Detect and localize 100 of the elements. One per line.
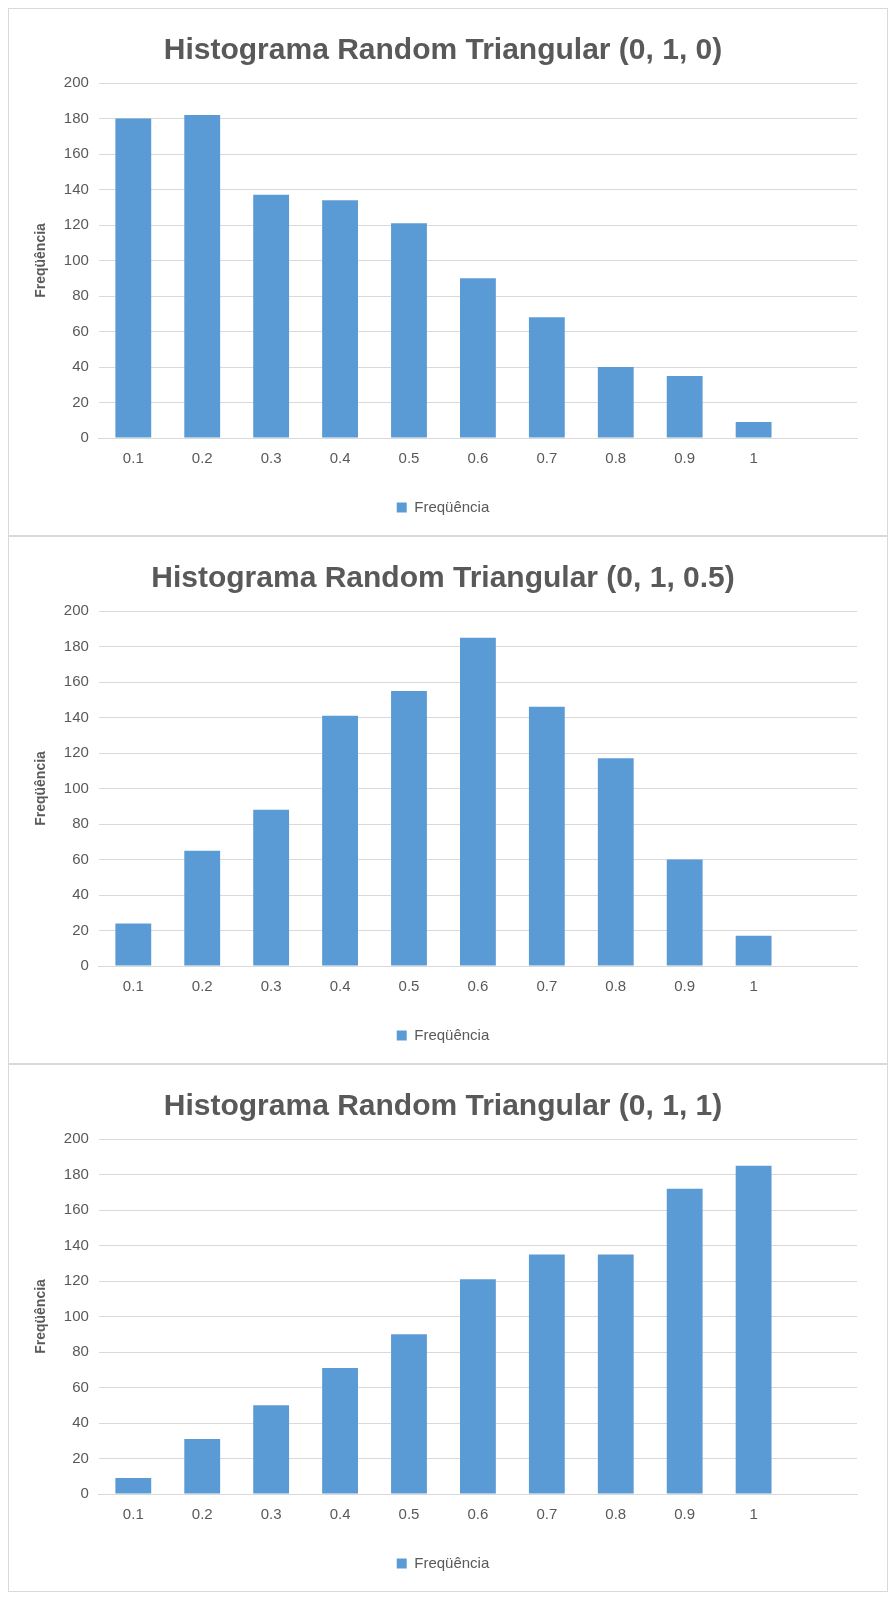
y-tick-label: 40 <box>72 1413 89 1431</box>
x-tick-label: 0.1 <box>122 1505 144 1523</box>
y-tick-label: 40 <box>72 357 89 375</box>
y-tick-label: 100 <box>63 250 89 268</box>
bar <box>666 375 703 438</box>
y-tick-label: 180 <box>63 636 89 654</box>
legend-label: Freqüência <box>414 497 490 515</box>
y-tick-label: 140 <box>63 707 89 725</box>
y-tick-label: 140 <box>63 1235 89 1253</box>
y-tick-label: 0 <box>80 1484 89 1502</box>
y-tick-label: 160 <box>63 144 89 162</box>
bar <box>322 200 358 438</box>
bar <box>253 194 290 438</box>
legend-label: Freqüência <box>414 1025 490 1043</box>
x-tick-label: 0.2 <box>191 1505 213 1523</box>
x-tick-label: 0.2 <box>191 977 213 995</box>
y-tick-label: 120 <box>63 1271 89 1289</box>
bar <box>528 706 565 966</box>
bar <box>253 1405 290 1494</box>
x-tick-label: 0.8 <box>605 449 627 467</box>
y-tick-label: 40 <box>72 885 89 903</box>
y-tick-label: 160 <box>63 672 89 690</box>
bar <box>115 118 152 438</box>
y-tick-label: 120 <box>63 743 89 761</box>
bar <box>735 422 772 438</box>
bar <box>184 850 221 966</box>
bar <box>735 1165 772 1494</box>
y-tick-label: 200 <box>63 73 89 91</box>
x-tick-label: 0.5 <box>398 449 420 467</box>
y-tick-label: 80 <box>72 814 89 832</box>
x-tick-label: 0.5 <box>398 1505 420 1523</box>
y-tick-label: 20 <box>72 392 89 410</box>
y-tick-label: 160 <box>63 1200 89 1218</box>
x-tick-label: 0.4 <box>329 977 351 995</box>
y-tick-label: 80 <box>72 1342 89 1360</box>
x-tick-label: 1 <box>749 449 758 467</box>
y-tick-label: 180 <box>63 108 89 126</box>
bar <box>666 1188 703 1494</box>
y-tick-label: 180 <box>63 1164 89 1182</box>
x-tick-label: 0.3 <box>260 977 282 995</box>
x-tick-label: 0.1 <box>122 977 144 995</box>
y-tick-label: 20 <box>72 920 89 938</box>
bar <box>253 809 290 966</box>
x-tick-label: 0.2 <box>191 449 213 467</box>
bar <box>597 1254 634 1494</box>
x-tick-label: 0.3 <box>260 449 282 467</box>
x-tick-label: 0.6 <box>467 1505 489 1523</box>
bar <box>597 367 634 438</box>
x-tick-label: 0.3 <box>260 1505 282 1523</box>
x-tick-label: 0.9 <box>674 977 696 995</box>
y-tick-label: 200 <box>63 601 89 619</box>
chart-title: Histograma Random Triangular (0, 1, 0) <box>163 32 723 66</box>
y-tick-label: 60 <box>72 321 89 339</box>
x-tick-label: 1 <box>749 1505 758 1523</box>
bar <box>184 1438 221 1494</box>
x-tick-label: 0.6 <box>467 449 489 467</box>
bar <box>528 317 565 438</box>
chart-title: Histograma Random Triangular (0, 1, 0.5) <box>151 560 735 594</box>
bar <box>597 758 634 966</box>
bar <box>115 923 152 966</box>
y-tick-label: 80 <box>72 286 89 304</box>
y-axis-title: Freqüência <box>32 222 49 298</box>
x-tick-label: 0.8 <box>605 1505 627 1523</box>
bar <box>322 1367 358 1494</box>
y-tick-label: 100 <box>63 1306 89 1324</box>
y-tick-label: 140 <box>63 179 89 197</box>
x-tick-label: 0.8 <box>605 977 627 995</box>
y-tick-label: 100 <box>63 778 89 796</box>
x-tick-label: 0.5 <box>398 977 420 995</box>
x-tick-label: 0.6 <box>467 977 489 995</box>
bar <box>666 859 703 966</box>
legend-label: Freqüência <box>414 1553 490 1571</box>
y-tick-label: 200 <box>63 1129 89 1147</box>
x-tick-label: 0.4 <box>329 1505 351 1523</box>
bar <box>322 715 358 966</box>
x-tick-label: 0.7 <box>536 977 558 995</box>
bar <box>115 1478 152 1494</box>
x-tick-label: 0.9 <box>674 449 696 467</box>
x-tick-label: 1 <box>749 977 758 995</box>
y-tick-label: 20 <box>72 1448 89 1466</box>
bar <box>391 223 427 438</box>
bar <box>459 1279 496 1494</box>
bar <box>735 935 772 966</box>
y-tick-label: 120 <box>63 215 89 233</box>
y-tick-label: 60 <box>72 849 89 867</box>
y-axis-title: Freqüência <box>32 750 49 826</box>
y-tick-label: 60 <box>72 1377 89 1395</box>
x-tick-label: 0.9 <box>674 1505 696 1523</box>
y-axis-title: Freqüência <box>32 1278 49 1354</box>
y-tick-label: 0 <box>80 956 89 974</box>
bar <box>459 637 496 966</box>
x-tick-label: 0.4 <box>329 449 351 467</box>
bar <box>184 114 221 438</box>
bar <box>391 690 427 966</box>
chart-title: Histograma Random Triangular (0, 1, 1) <box>163 1088 723 1122</box>
bar <box>528 1254 565 1494</box>
bar <box>391 1334 427 1494</box>
x-tick-label: 0.1 <box>122 449 144 467</box>
y-tick-label: 0 <box>80 428 89 446</box>
bar <box>459 278 496 438</box>
